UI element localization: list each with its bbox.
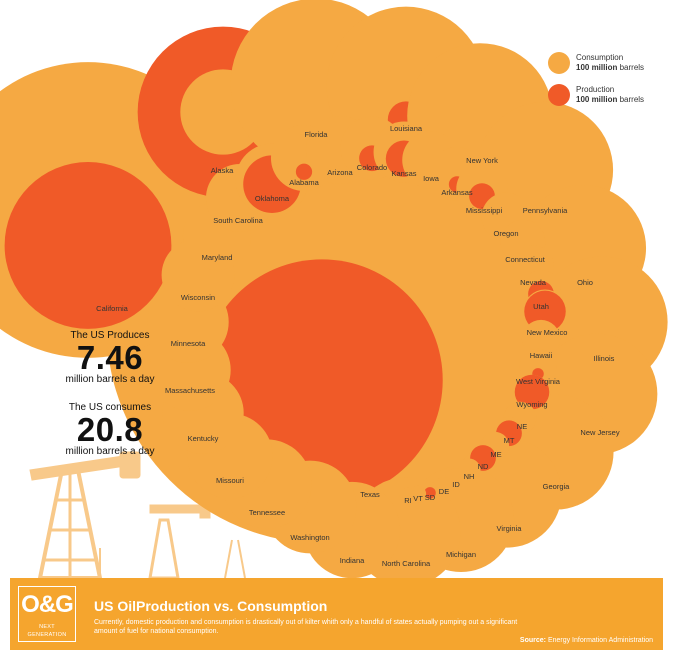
legend: Consumption 100 million barrels Producti… — [548, 52, 644, 116]
production-unit: million barrels a day — [65, 374, 155, 385]
consumption-bubble-ri — [399, 487, 417, 505]
state-label-massachusetts: Massachusetts — [164, 386, 216, 395]
state-label-michigan: Michigan — [445, 550, 477, 559]
consumption-stat: The US consumes 20.8 million barrels a d… — [20, 402, 200, 457]
state-label-louisiana: Louisiana — [389, 124, 423, 133]
state-label-indiana: Indiana — [339, 556, 365, 565]
consumption-value: 20.8 — [76, 411, 144, 448]
state-label-new-mexico: New Mexico — [526, 328, 568, 337]
state-label-wyoming: Wyoming — [516, 400, 548, 409]
state-label-nevada: Nevada — [520, 278, 546, 287]
state-label-washington: Washington — [290, 533, 330, 542]
state-label-pennsylvania: Pennsylvania — [522, 206, 568, 215]
logo-sub-text: NEXT GENERATION — [27, 624, 67, 638]
state-label-arkansas: Arkansas — [441, 188, 473, 197]
state-label-connecticut: Connecticut — [505, 255, 545, 264]
state-label-west-virginia: West Virginia — [516, 377, 560, 386]
og-logo: O&G NEXT GENERATION — [18, 586, 76, 642]
legend-consumption: Consumption 100 million barrels — [548, 52, 644, 74]
state-label-hawaii: Hawaii — [529, 351, 553, 360]
production-value: 7.46 — [76, 339, 144, 376]
state-label-california: California — [96, 304, 128, 313]
state-label-kansas: Kansas — [391, 169, 417, 178]
consumption-unit: million barrels a day — [65, 446, 155, 457]
state-label-florida: Florida — [304, 130, 328, 139]
state-label-north-carolina: North Carolina — [381, 559, 431, 568]
state-label-colorado: Colorado — [356, 163, 388, 172]
production-caption: The US Produces — [70, 330, 150, 341]
state-label-iowa: Iowa — [423, 174, 439, 183]
legend-production-label: Production — [576, 85, 615, 94]
legend-consumption-suffix: barrels — [619, 63, 645, 72]
state-label-de: DE — [438, 487, 450, 496]
legend-consumption-label: Consumption — [576, 53, 624, 62]
logo-main-text: O&G — [21, 591, 74, 618]
state-label-south-carolina: South Carolina — [213, 216, 263, 225]
legend-production-suffix: barrels — [619, 95, 645, 104]
footer-source: Source: Energy Information Administratio… — [520, 637, 653, 644]
footer-banner: O&G NEXT GENERATION US OilProduction vs.… — [10, 578, 663, 650]
state-label-new-york: New York — [466, 156, 498, 165]
state-label-mississippi: Mississippi — [465, 206, 503, 215]
state-label-new-jersey: New Jersey — [580, 428, 620, 437]
source-label: Source: — [519, 637, 546, 644]
state-label-id: ID — [452, 480, 460, 489]
state-label-texas: Texas — [360, 490, 380, 499]
state-label-ri: RI — [404, 496, 412, 505]
legend-consumption-unit: 100 million — [576, 63, 618, 72]
state-label-ohio: Ohio — [577, 278, 593, 287]
consumption-caption: The US consumes — [68, 402, 152, 413]
state-label-maryland: Maryland — [201, 253, 233, 262]
production-stat: The US Produces 7.46 million barrels a d… — [20, 330, 200, 385]
production-bubble-wyoming — [514, 374, 550, 410]
state-label-kentucky: Kentucky — [187, 434, 219, 443]
legend-consumption-swatch — [548, 52, 570, 74]
state-label-illinois: Illinois — [593, 354, 615, 363]
legend-production-unit: 100 million — [576, 95, 618, 104]
production-bubble-california — [4, 162, 172, 329]
source-value: Energy Information Administration — [547, 637, 653, 644]
state-label-alaska: Alaska — [210, 166, 234, 175]
state-label-alabama: Alabama — [289, 178, 319, 187]
state-label-arizona: Arizona — [327, 168, 353, 177]
state-label-vt: VT — [413, 494, 423, 503]
state-label-ne: NE — [516, 422, 528, 431]
state-label-mt: MT — [503, 436, 515, 445]
state-label-oregon: Oregon — [493, 229, 519, 238]
footer-description: Currently, domestic production and consu… — [94, 619, 518, 635]
state-label-sd: SD — [424, 493, 436, 502]
consumption-bubble-hawaii — [521, 319, 561, 359]
state-label-oklahoma: Oklahoma — [254, 194, 290, 203]
state-label-me: ME — [490, 450, 502, 459]
state-label-nh: NH — [463, 472, 475, 481]
state-label-wisconsin: Wisconsin — [180, 293, 216, 302]
footer-title: US OilProduction vs. Consumption — [94, 598, 328, 614]
bubble-chart — [0, 0, 668, 578]
legend-production: Production 100 million barrels — [548, 84, 644, 106]
state-label-tennessee: Tennessee — [248, 508, 286, 517]
state-label-nd: ND — [477, 462, 489, 471]
legend-production-swatch — [548, 84, 570, 106]
state-label-missouri: Missouri — [216, 476, 244, 485]
production-bubble-sd — [424, 487, 436, 499]
state-label-minnesota: Minnesota — [170, 339, 206, 348]
state-label-georgia: Georgia — [542, 482, 570, 491]
state-label-virginia: Virginia — [496, 524, 522, 533]
production-bubble-alabama — [295, 163, 313, 180]
state-label-utah: Utah — [533, 302, 549, 311]
